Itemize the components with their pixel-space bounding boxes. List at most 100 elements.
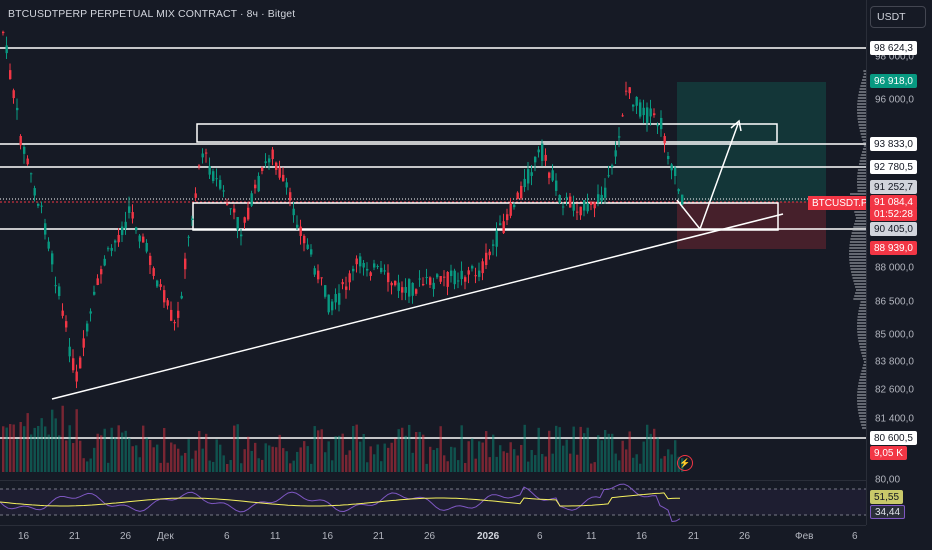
volume-profile-bar bbox=[857, 118, 866, 120]
volume-bar bbox=[380, 461, 383, 472]
candle-body bbox=[355, 258, 358, 265]
volume-profile-bar bbox=[855, 214, 866, 216]
volume-bar bbox=[278, 434, 281, 472]
volume-bar bbox=[72, 443, 75, 472]
volume-profile-bar bbox=[860, 349, 866, 351]
volume-profile-bar bbox=[852, 229, 866, 231]
candle-body bbox=[93, 291, 96, 295]
volume-profile-bar bbox=[857, 115, 866, 117]
volume-bar bbox=[432, 449, 435, 472]
main-chart-pane[interactable]: BTCUSDTPERP PERPETUAL MIX CONTRACT · 8ч … bbox=[0, 0, 872, 478]
level-badge: 92 780,5 bbox=[870, 160, 917, 174]
volume-bar bbox=[674, 440, 677, 472]
volume-bar bbox=[159, 462, 162, 472]
volume-bar bbox=[51, 409, 54, 472]
volume-bar bbox=[229, 460, 232, 472]
candle-body bbox=[110, 247, 113, 251]
volume-bar bbox=[516, 455, 519, 472]
candle-body bbox=[670, 164, 673, 171]
volume-bar bbox=[443, 455, 446, 472]
volume-profile-bar bbox=[863, 358, 866, 360]
volume-bar bbox=[373, 454, 376, 472]
candle-body bbox=[12, 90, 15, 99]
rsi-ma-badge: 51,55 bbox=[870, 490, 904, 504]
volume-bar bbox=[520, 444, 523, 472]
candle-body bbox=[320, 277, 323, 279]
candle-body bbox=[254, 184, 257, 189]
volume-profile-bar bbox=[849, 259, 866, 261]
volume-bar bbox=[152, 447, 155, 472]
volume-bar bbox=[240, 463, 243, 472]
volume-profile-bar bbox=[851, 235, 866, 237]
candle-body bbox=[674, 167, 677, 177]
support-rectangle bbox=[192, 202, 779, 231]
volume-profile-bar bbox=[855, 286, 866, 288]
volume-profile-bar bbox=[859, 307, 866, 309]
volume-profile-bar bbox=[863, 142, 866, 144]
volume-bar bbox=[243, 449, 246, 472]
volume-bar bbox=[656, 437, 659, 472]
candle-body bbox=[555, 180, 558, 191]
volume-bar bbox=[436, 448, 439, 472]
candle-body bbox=[642, 107, 645, 116]
volume-profile-bar bbox=[849, 193, 866, 195]
volume-bar bbox=[247, 436, 250, 472]
volume-bar bbox=[569, 453, 572, 472]
volume-profile-bar bbox=[862, 139, 866, 141]
volume-profile-bar bbox=[857, 325, 866, 327]
volume-profile-bar bbox=[857, 97, 866, 99]
volume-bar bbox=[429, 446, 432, 472]
time-label: 21 bbox=[69, 531, 81, 542]
candle-body bbox=[443, 276, 446, 278]
volume-bar bbox=[506, 452, 509, 472]
lightning-icon[interactable]: ⚡ bbox=[677, 455, 693, 471]
volume-bar bbox=[264, 443, 267, 472]
volume-bar bbox=[135, 445, 138, 472]
volume-bar bbox=[89, 458, 92, 472]
volume-profile-bar bbox=[862, 76, 866, 78]
stop-badge: 88 939,0 bbox=[870, 241, 917, 255]
volume-bar bbox=[548, 430, 551, 472]
time-label: 11 bbox=[270, 531, 281, 542]
candle-body bbox=[44, 223, 47, 235]
candle-body bbox=[411, 282, 414, 296]
currency-button[interactable]: USDT bbox=[870, 6, 926, 28]
volume-bar bbox=[667, 449, 670, 472]
candle-body bbox=[572, 203, 575, 211]
candle-body bbox=[397, 282, 400, 291]
candlestick-chart[interactable] bbox=[0, 0, 866, 478]
candle-body bbox=[373, 263, 376, 268]
volume-bar bbox=[198, 430, 201, 472]
rsi-pane[interactable] bbox=[0, 480, 866, 523]
candle-body bbox=[219, 179, 222, 189]
volume-bar bbox=[79, 440, 82, 472]
volume-bar bbox=[499, 445, 502, 472]
candle-body bbox=[677, 189, 680, 192]
volume-bar bbox=[464, 463, 467, 472]
volume-bar bbox=[313, 426, 316, 472]
rsi-tick: 80,00 bbox=[875, 474, 901, 486]
volume-bar bbox=[128, 437, 131, 472]
candle-body bbox=[243, 217, 246, 223]
candle-body bbox=[310, 249, 313, 255]
volume-bar bbox=[187, 439, 190, 472]
candle-body bbox=[173, 322, 176, 324]
volume-bar bbox=[173, 444, 176, 472]
candle-body bbox=[450, 270, 453, 277]
candle-body bbox=[534, 157, 537, 163]
volume-bar bbox=[275, 447, 278, 472]
volume-profile-bar bbox=[855, 220, 866, 222]
candle-body bbox=[453, 270, 456, 285]
volume-bar bbox=[611, 433, 614, 472]
candle-body bbox=[170, 309, 173, 321]
candle-body bbox=[341, 282, 344, 285]
volume-bar bbox=[457, 460, 460, 472]
candle-body bbox=[551, 170, 554, 181]
volume-bar bbox=[383, 443, 386, 472]
candle-body bbox=[306, 244, 309, 249]
volume-profile-bar bbox=[857, 388, 866, 390]
volume-bar bbox=[544, 456, 547, 472]
candle-body bbox=[646, 107, 649, 123]
volume-bar bbox=[492, 434, 495, 472]
time-axis[interactable] bbox=[0, 525, 866, 550]
